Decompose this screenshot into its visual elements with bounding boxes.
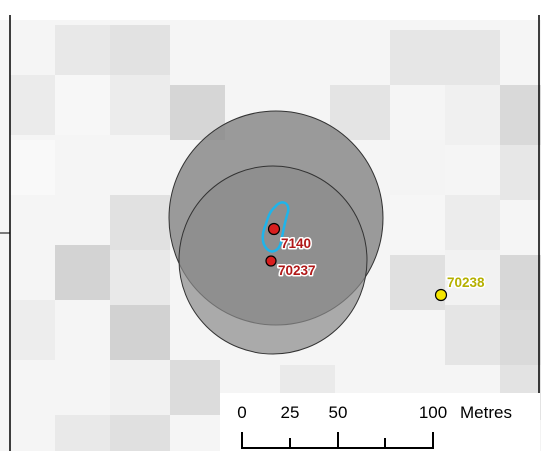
scale-tick-label-25: 25	[281, 403, 300, 422]
site-outline[interactable]	[261, 201, 290, 253]
point-70238[interactable]	[434, 288, 448, 302]
scale-tick-label-50: 50	[329, 403, 348, 422]
scale-tick-label-0: 0	[237, 403, 246, 422]
scale-bar: 0 25 50 100 Metres	[220, 393, 540, 451]
scale-unit-label: Metres	[460, 403, 512, 422]
scale-tick-label-100: 100	[419, 403, 447, 422]
point-70237[interactable]	[265, 255, 277, 267]
point-7140[interactable]	[267, 222, 281, 236]
label-70238: 70238	[447, 275, 485, 290]
label-7140: 7140	[281, 236, 311, 251]
label-70237: 70237	[278, 263, 316, 278]
